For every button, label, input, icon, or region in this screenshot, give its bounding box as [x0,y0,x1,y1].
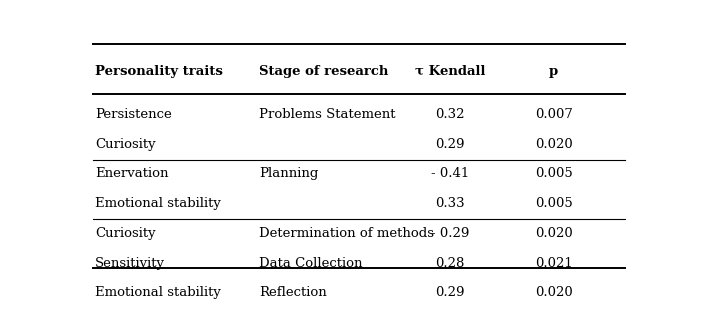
Text: p: p [549,65,558,78]
Text: Enervation: Enervation [95,167,169,180]
Text: 0.007: 0.007 [535,108,573,121]
Text: 0.020: 0.020 [535,138,572,151]
Text: Personality traits: Personality traits [95,65,223,78]
Text: 0.020: 0.020 [535,286,572,299]
Text: Sensitivity: Sensitivity [95,256,165,270]
Text: 0.005: 0.005 [535,167,572,180]
Text: Stage of research: Stage of research [259,65,389,78]
Text: 0.021: 0.021 [535,256,572,270]
Text: 0.29: 0.29 [435,286,465,299]
Text: 0.005: 0.005 [535,197,572,210]
Text: Emotional stability: Emotional stability [95,286,221,299]
Text: τ Kendall: τ Kendall [415,65,486,78]
Text: Reflection: Reflection [259,286,327,299]
Text: Emotional stability: Emotional stability [95,197,221,210]
Text: Determination of methods: Determination of methods [259,227,434,240]
Text: 0.33: 0.33 [435,197,465,210]
Text: Problems Statement: Problems Statement [259,108,396,121]
Text: 0.32: 0.32 [435,108,465,121]
Text: Curiosity: Curiosity [95,227,155,240]
Text: 0.29: 0.29 [435,138,465,151]
Text: - 0.29: - 0.29 [431,227,470,240]
Text: Data Collection: Data Collection [259,256,363,270]
Text: 0.28: 0.28 [435,256,465,270]
Text: Curiosity: Curiosity [95,138,155,151]
Text: - 0.41: - 0.41 [431,167,470,180]
Text: Planning: Planning [259,167,319,180]
Text: Persistence: Persistence [95,108,172,121]
Text: 0.020: 0.020 [535,227,572,240]
